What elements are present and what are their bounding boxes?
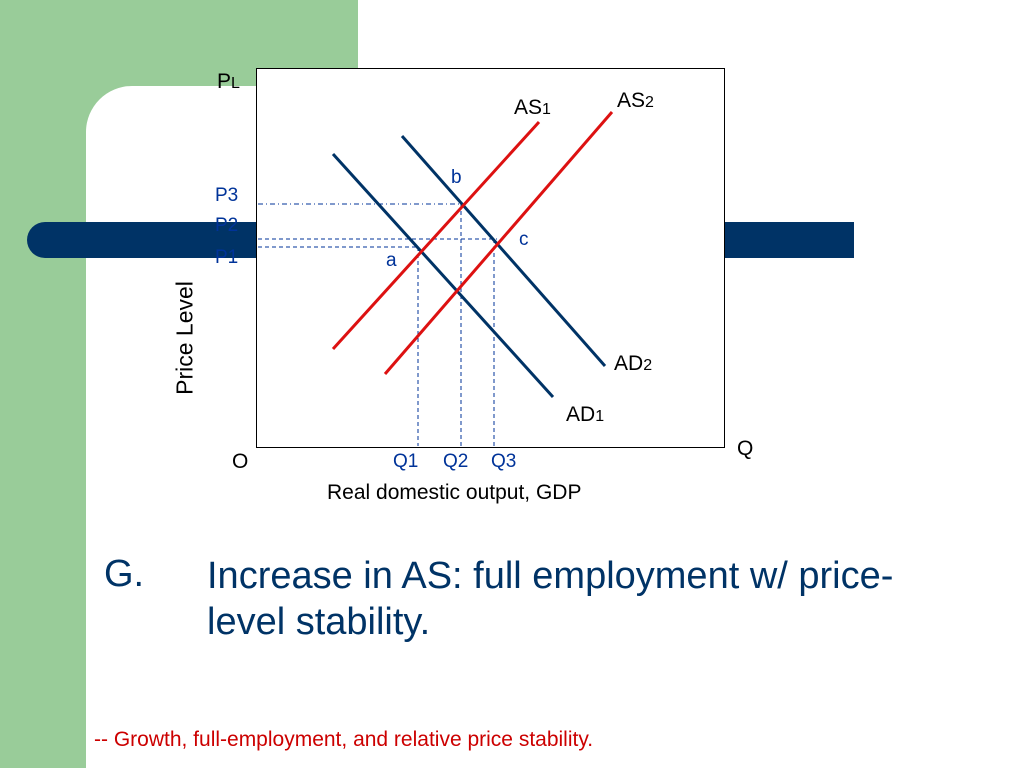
as1-curve	[331, 120, 541, 351]
x-axis-title: Real domestic output, GDP	[327, 481, 582, 504]
decorative-bar-right	[724, 222, 854, 258]
as1-label-main: AS	[514, 96, 543, 119]
quantity-tick-q2: Q2	[443, 451, 469, 472]
footnote: -- Growth, full-employment, and relative…	[94, 728, 594, 751]
ad1-label-sub: 1	[595, 408, 605, 425]
y-axis-symbol-main: P	[217, 70, 232, 93]
quantity-tick-q1: Q1	[393, 451, 419, 472]
as2-curve	[383, 111, 614, 375]
ad1-label: AD1	[566, 404, 604, 425]
decorative-bar-left	[27, 222, 258, 258]
y-axis-title: Price Level	[171, 281, 198, 395]
graph-frame	[256, 68, 725, 448]
as2-label-sub: 2	[645, 94, 654, 111]
heading-letter: G.	[104, 553, 145, 595]
y-axis-symbol: PL	[217, 71, 240, 92]
price-tick-p1: P1	[215, 247, 239, 268]
heading-text: Increase in AS: full employment w/ price…	[207, 555, 894, 643]
x-axis-symbol: Q	[737, 437, 754, 460]
ad2-label-main: AD	[614, 352, 644, 375]
as2-label: AS2	[617, 90, 654, 111]
price-tick-p3: P3	[215, 185, 239, 206]
quantity-tick-q3: Q3	[491, 451, 517, 472]
ad2-label-sub: 2	[643, 357, 653, 374]
as2-label-main: AS	[617, 89, 646, 112]
price-tick-p2: P2	[215, 215, 239, 236]
as1-label-sub: 1	[542, 101, 551, 118]
origin-label: O	[232, 450, 249, 473]
ad2-curve	[400, 135, 607, 367]
ad1-label-main: AD	[566, 403, 596, 426]
ad2-label: AD2	[614, 353, 652, 374]
point-a-label: a	[386, 250, 397, 271]
point-c-label: c	[519, 229, 529, 250]
as1-label: AS1	[514, 97, 551, 118]
point-b-label: b	[451, 167, 462, 188]
ad1-curve	[331, 152, 555, 399]
y-axis-symbol-sub: L	[231, 75, 240, 92]
